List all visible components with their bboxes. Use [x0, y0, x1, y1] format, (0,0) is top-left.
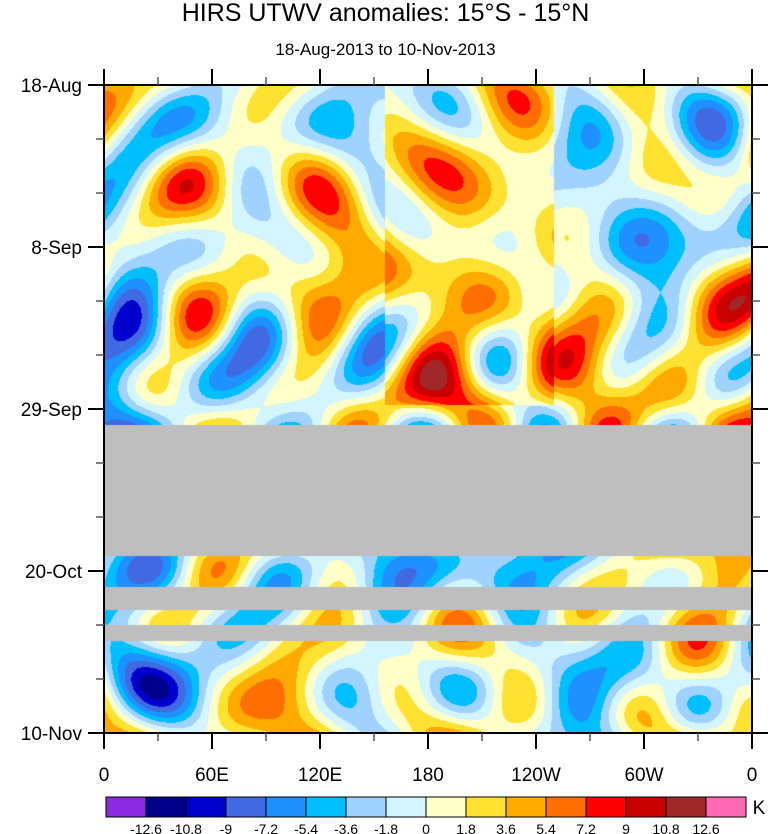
x-tick-label: 0 [747, 765, 758, 786]
colorbar-label: 10.8 [652, 821, 679, 834]
colorbar-label: -1.8 [374, 821, 398, 834]
colorbar-swatch [425, 796, 467, 818]
colorbar-label: 0 [422, 821, 430, 834]
plot-frame [103, 84, 753, 734]
colorbar-swatch [505, 796, 547, 818]
colorbar-label: 1.8 [456, 821, 476, 834]
chart-subtitle: 18-Aug-2013 to 10-Nov-2013 [275, 40, 496, 59]
x-tick-label: 60E [195, 765, 229, 786]
colorbar-swatch [545, 796, 587, 818]
y-tick-label: 20-Oct [25, 562, 83, 583]
colorbar-label: -12.6 [130, 821, 162, 834]
colorbar-swatch [145, 796, 187, 818]
chart-title: HIRS UTWV anomalies: 15°S - 15°N [181, 0, 590, 27]
x-tick-label: 0 [99, 765, 110, 786]
colorbar-label: -7.2 [254, 821, 278, 834]
colorbar-swatch [585, 796, 627, 818]
colorbar-label: -3.6 [334, 821, 358, 834]
y-tick-label: 10-Nov [21, 724, 83, 745]
colorbar-swatch [705, 796, 747, 818]
colorbar-label: 9 [622, 821, 630, 834]
y-tick-label: 29-Sep [21, 400, 82, 421]
anomaly-field [104, 85, 752, 733]
colorbar-swatch [385, 796, 427, 818]
colorbar-label: -10.8 [170, 821, 202, 834]
colorbar-swatch [345, 796, 387, 818]
y-tick-label: 18-Aug [21, 76, 82, 97]
colorbar-swatch [265, 796, 307, 818]
colorbar-label: 5.4 [536, 821, 556, 834]
colorbar-label: 7.2 [576, 821, 596, 834]
x-tick-label: 180 [412, 765, 444, 786]
colorbar-swatch [105, 796, 147, 818]
x-tick-label: 120W [511, 765, 561, 786]
colorbar-swatch [225, 796, 267, 818]
colorbar-swatch [665, 796, 707, 818]
units-label: K [753, 798, 766, 819]
x-tick-label: 60W [624, 765, 663, 786]
colorbar-swatch [305, 796, 347, 818]
x-tick-label: 120E [298, 765, 342, 786]
colorbar-label: -9 [220, 821, 233, 834]
colorbar-label: 3.6 [496, 821, 516, 834]
colorbar-swatch [625, 796, 667, 818]
colorbar-swatch [465, 796, 507, 818]
colorbar-label: 12.6 [692, 821, 719, 834]
colorbar-label: -5.4 [294, 821, 318, 834]
y-tick-label: 8-Sep [31, 238, 82, 259]
colorbar-swatch [185, 796, 227, 818]
